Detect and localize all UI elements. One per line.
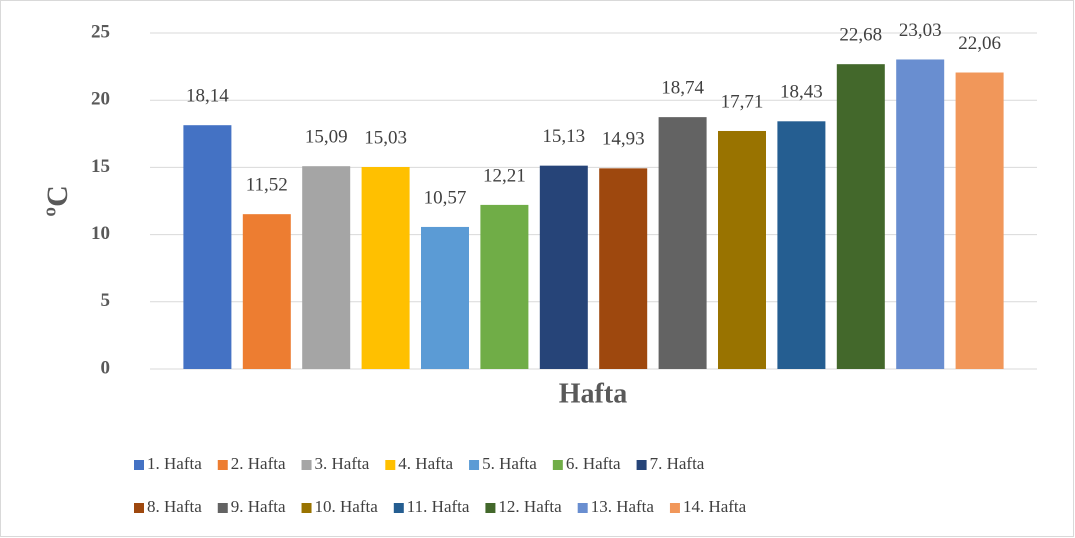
legend-swatch: [636, 460, 647, 470]
y-axis-title: ºC: [41, 185, 74, 217]
bar: [777, 121, 826, 369]
legend-swatch: [301, 503, 312, 513]
legend-label: 7. Hafta: [650, 454, 705, 473]
bar: [421, 226, 469, 369]
data-label: 18,74: [661, 77, 704, 98]
data-label: 15,09: [305, 127, 348, 148]
data-label: 18,14: [186, 86, 229, 107]
bar: [896, 59, 945, 369]
legend-label: 2. Hafta: [231, 454, 286, 473]
y-tick-label: 20: [91, 89, 110, 110]
bar: [718, 130, 766, 369]
y-tick-label: 5: [101, 290, 111, 311]
bar: [658, 117, 707, 369]
legend-swatch: [469, 460, 480, 470]
legend-label: 10. Hafta: [315, 497, 379, 516]
data-label: 22,06: [958, 33, 1001, 54]
data-label: 14,93: [602, 129, 645, 150]
legend-swatch: [217, 460, 228, 470]
data-label: 15,13: [542, 126, 585, 147]
legend-label: 9. Hafta: [231, 497, 286, 516]
y-tick-label: 15: [91, 156, 110, 177]
legend-label: 12. Hafta: [498, 497, 562, 516]
legend-label: 5. Hafta: [482, 454, 537, 473]
legend-label: 13. Hafta: [591, 497, 655, 516]
legend-swatch: [577, 503, 588, 513]
legend-swatch: [217, 503, 228, 513]
legend-swatch: [134, 460, 144, 470]
bar: [361, 166, 410, 369]
bar: [836, 64, 885, 370]
legend-swatch: [301, 460, 312, 470]
legend-swatch: [485, 503, 496, 513]
legend-swatch: [552, 460, 563, 470]
data-label: 17,71: [721, 91, 764, 112]
legend-swatch: [393, 503, 404, 513]
legend-label: 1. Hafta: [147, 454, 202, 473]
legend-swatch: [385, 460, 396, 470]
data-label: 15,03: [364, 127, 407, 148]
y-tick-label: 25: [91, 21, 110, 42]
bar: [539, 165, 588, 369]
legend-label: 8. Hafta: [147, 497, 202, 516]
legend-swatch: [134, 503, 144, 513]
legend-label: 6. Hafta: [566, 454, 621, 473]
legend-label: 14. Hafta: [683, 497, 747, 516]
legend-label: 11. Hafta: [407, 497, 470, 516]
legend-label: 4. Hafta: [398, 454, 453, 473]
bar: [599, 168, 648, 369]
data-label: 18,43: [780, 82, 823, 103]
bar: [480, 204, 529, 369]
data-label: 22,68: [839, 25, 882, 46]
bar: [242, 214, 291, 369]
bar: [955, 72, 1004, 369]
bar: [183, 125, 232, 370]
data-label: 10,57: [424, 187, 467, 208]
y-tick-label: 0: [101, 357, 111, 378]
x-axis-title: Hafta: [559, 378, 627, 409]
data-label: 11,52: [246, 175, 288, 196]
y-tick-label: 10: [91, 223, 110, 244]
data-label: 12,21: [483, 165, 526, 186]
legend-swatch: [669, 503, 680, 513]
data-label: 23,03: [899, 20, 942, 41]
legend-label: 3. Hafta: [315, 454, 370, 473]
bar: [302, 166, 351, 369]
